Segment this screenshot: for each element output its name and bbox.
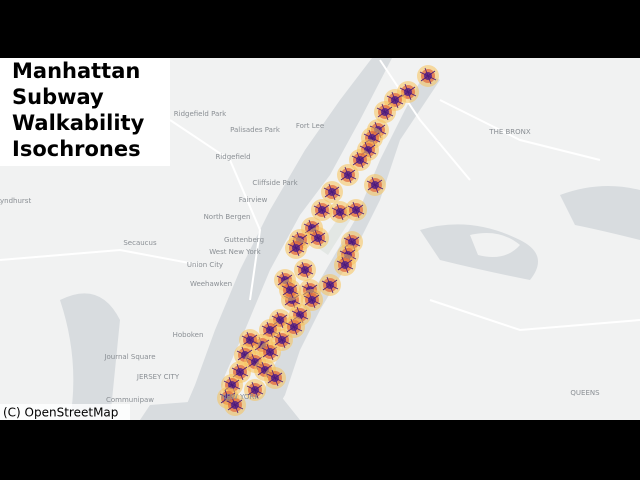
- iso-streets: [321, 276, 339, 294]
- iso-streets: [273, 331, 291, 349]
- place-label: Ridgefield: [215, 153, 250, 161]
- iso-streets: [336, 256, 354, 274]
- place-label: QUEENS: [570, 389, 600, 397]
- place-label: Lyndhurst: [0, 197, 31, 205]
- place-label: Fort Lee: [296, 122, 324, 130]
- place-label: THE BRONX: [488, 128, 531, 136]
- place-label: Hoboken: [173, 331, 204, 339]
- place-label: Fairview: [239, 196, 268, 204]
- attribution: (C) OpenStreetMap: [3, 406, 118, 420]
- iso-streets: [323, 183, 341, 201]
- place-label: Cliffside Park: [252, 179, 298, 187]
- place-label: Ridgefield Park: [174, 110, 227, 118]
- iso-streets: [287, 239, 305, 257]
- place-label: Union City: [187, 261, 223, 269]
- iso-streets: [226, 396, 244, 414]
- iso-streets: [347, 201, 365, 219]
- iso-streets: [419, 67, 437, 85]
- title-box: [0, 58, 170, 166]
- iso-streets: [339, 166, 357, 184]
- place-label: North Bergen: [204, 213, 251, 221]
- place-label: Secaucus: [123, 239, 157, 247]
- iso-streets: [303, 291, 321, 309]
- iso-streets: [281, 281, 299, 299]
- iso-streets: [366, 176, 384, 194]
- iso-streets: [241, 331, 259, 349]
- iso-streets: [296, 261, 314, 279]
- iso-streets: [266, 369, 284, 387]
- title-line: Isochrones: [12, 137, 141, 161]
- iso-streets: [246, 381, 264, 399]
- iso-streets: [376, 103, 394, 121]
- place-label: Guttenberg: [224, 236, 264, 244]
- iso-streets: [351, 151, 369, 169]
- place-label: Palisades Park: [230, 126, 281, 134]
- title-line: Walkability: [12, 111, 145, 135]
- place-label: Weehawken: [190, 280, 232, 288]
- iso-streets: [309, 229, 327, 247]
- iso-streets: [285, 318, 303, 336]
- place-label: Communipaw: [106, 396, 154, 404]
- place-label: Journal Square: [103, 353, 155, 361]
- attribution-box: [0, 404, 130, 420]
- iso-streets: [261, 343, 279, 361]
- place-label: West New York: [209, 248, 261, 256]
- title-line: Subway: [12, 85, 104, 109]
- isochrones: [217, 65, 439, 416]
- place-label: NEW YORK: [221, 393, 259, 401]
- iso-streets: [331, 203, 349, 221]
- title-line: Manhattan: [12, 59, 140, 83]
- iso-streets: [313, 201, 331, 219]
- place-label: JERSEY CITY: [136, 373, 180, 381]
